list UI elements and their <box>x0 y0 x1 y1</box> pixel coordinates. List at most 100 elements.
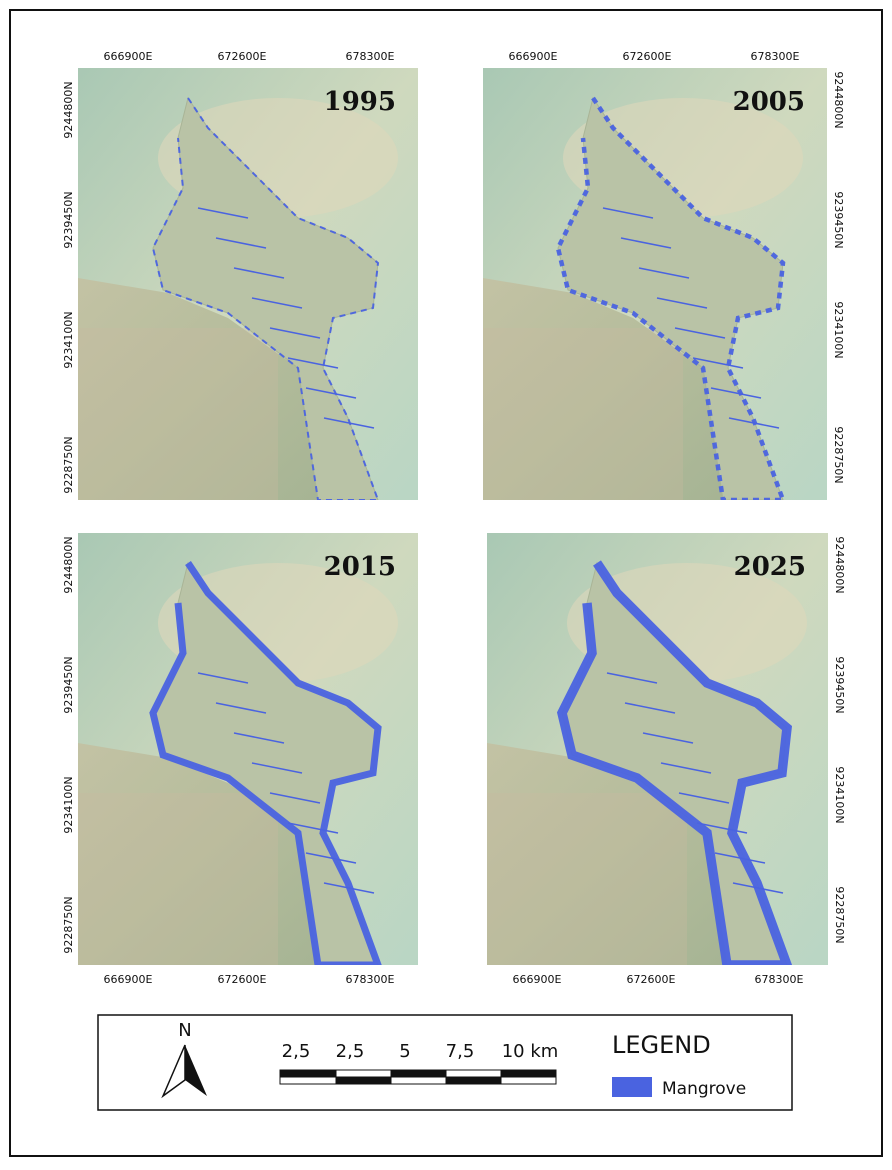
peninsula <box>152 96 379 500</box>
mangrove-channel <box>678 792 730 804</box>
mangrove-channel <box>606 672 658 684</box>
y-coord-label: 9234100N <box>832 301 845 358</box>
x-coord-label: 666900E <box>104 973 153 986</box>
scale-segment <box>279 1069 337 1078</box>
scale-segment <box>445 1069 502 1078</box>
north-label: N <box>178 1020 191 1041</box>
mangrove-channel <box>624 702 676 714</box>
mangrove-channel <box>732 882 784 894</box>
mangrove-channel <box>710 387 762 399</box>
mangrove-channel <box>305 852 357 864</box>
mangrove-channel <box>287 357 339 369</box>
mangrove-channel <box>215 702 267 714</box>
year-label: 2005 <box>733 87 805 117</box>
scale-segment <box>335 1076 392 1085</box>
field-pattern <box>78 328 278 500</box>
scale-segment <box>335 1069 392 1078</box>
y-coord-label: 9239450N <box>833 656 846 713</box>
mangrove-channel <box>251 762 303 774</box>
mainland <box>78 278 318 500</box>
mangrove <box>151 97 380 500</box>
mangrove-channel <box>692 357 744 369</box>
mangrove-channel <box>269 792 321 804</box>
mangrove-channel <box>660 762 712 774</box>
y-coord-label: 9234100N <box>833 766 846 823</box>
y-coord-label: 9234100N <box>62 311 75 368</box>
y-coord-label: 9228750N <box>832 426 845 483</box>
mangrove-channel <box>305 387 357 399</box>
mangrove-channel <box>215 237 267 249</box>
mangrove-channel <box>638 267 690 279</box>
mangrove-channel <box>251 297 303 309</box>
x-coord-label: 678300E <box>346 50 395 63</box>
mangrove-channel <box>269 327 321 339</box>
x-coord-label: 672600E <box>627 973 676 986</box>
x-coord-label: 666900E <box>509 50 558 63</box>
y-coord-label: 9239450N <box>832 191 845 248</box>
mangrove-channel <box>696 822 748 834</box>
scale-label: 10 km <box>502 1041 559 1062</box>
scale-segment <box>390 1069 447 1078</box>
field-pattern <box>78 793 278 965</box>
info-box <box>97 1014 793 1111</box>
y-coord-label: 9228750N <box>62 896 75 953</box>
x-coord-label: 672600E <box>218 973 267 986</box>
y-coord-label: 9244800N <box>833 536 846 593</box>
mangrove-channel <box>656 297 708 309</box>
scale-segment <box>390 1076 447 1085</box>
mangrove-channel <box>233 267 285 279</box>
y-coord-label: 9228750N <box>833 886 846 943</box>
satellite-image <box>483 68 827 500</box>
x-coord-label: 672600E <box>623 50 672 63</box>
y-coord-label: 9244800N <box>62 81 75 138</box>
mangrove <box>556 560 793 965</box>
mangrove-channel <box>287 822 339 834</box>
scale-label: 2,5 <box>336 1041 365 1062</box>
map-panel: 1995 666900E 672600E 678300E 9244800N 9239450… <box>62 50 418 500</box>
satellite-image <box>78 533 418 965</box>
mainland <box>487 743 727 965</box>
mangrove-channel <box>728 417 780 429</box>
legend-label: Mangrove <box>662 1079 746 1099</box>
legend-swatch <box>612 1077 652 1097</box>
y-coord-label: 9234100N <box>62 776 75 833</box>
mainland <box>78 743 318 965</box>
scale-label: 7,5 <box>446 1041 475 1062</box>
scale-segment <box>500 1069 557 1078</box>
mangrove <box>149 561 382 965</box>
map-panel: 2015 666900E 672600E 678300E 9244800N 9239450… <box>62 533 418 986</box>
scale-segment <box>445 1076 502 1085</box>
panels: 1995 666900E 672600E 678300E 9244800N 9239450… <box>62 50 846 986</box>
mangrove-channel <box>197 207 249 219</box>
mangrove-channel <box>602 207 654 219</box>
y-coord-label: 9239450N <box>62 191 75 248</box>
mangrove-channel <box>642 732 694 744</box>
satellite-image <box>487 533 828 965</box>
x-coord-label: 672600E <box>218 50 267 63</box>
y-coord-label: 9244800N <box>832 71 845 128</box>
x-coord-label: 678300E <box>751 50 800 63</box>
x-coord-label: 666900E <box>513 973 562 986</box>
north-arrow-right <box>185 1045 207 1096</box>
legend-title: LEGEND <box>612 1031 711 1059</box>
peninsula <box>557 96 784 500</box>
map-panel: 2025 666900E 672600E 678300E 9244800N 9239450… <box>487 533 846 986</box>
mainland <box>483 278 723 500</box>
scale-label: 5 <box>399 1041 410 1062</box>
scale-label: 2,5 <box>282 1041 311 1062</box>
mangrove-channel <box>620 237 672 249</box>
mangrove-channel <box>323 882 375 894</box>
year-label: 1995 <box>324 87 396 117</box>
y-coord-label: 9239450N <box>62 656 75 713</box>
mangrove-channel <box>674 327 726 339</box>
year-label: 2025 <box>734 552 806 582</box>
x-coord-label: 666900E <box>104 50 153 63</box>
mangrove-channel <box>323 417 375 429</box>
mangrove-channel <box>233 732 285 744</box>
scale-bar: 2,5 2,5 5 7,5 10 km <box>279 1041 559 1085</box>
y-coord-label: 9244800N <box>62 536 75 593</box>
y-coord-label: 9228750N <box>62 436 75 493</box>
satellite-image <box>78 68 418 500</box>
figure-border <box>9 9 883 1157</box>
